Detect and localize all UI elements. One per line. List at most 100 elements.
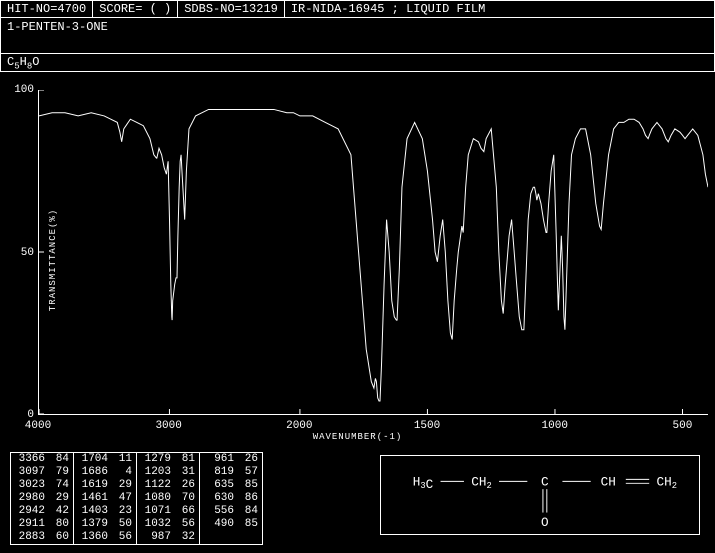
peak-wavenumber: 987	[137, 531, 175, 544]
peak-transmittance: 60	[49, 531, 73, 544]
peak-transmittance: 86	[238, 492, 262, 505]
peak-wavenumber: 3023	[11, 479, 49, 492]
peak-row: 63585	[200, 479, 262, 492]
peak-wavenumber: 1279	[137, 453, 175, 466]
x-tick: 500	[673, 420, 693, 432]
peak-transmittance: 26	[175, 479, 199, 492]
peak-transmittance: 81	[175, 453, 199, 466]
svg-text:CH2: CH2	[471, 474, 491, 491]
peak-transmittance: 56	[175, 518, 199, 531]
peak-row: 136056	[74, 531, 136, 544]
peak-transmittance: 31	[175, 466, 199, 479]
peak-transmittance: 42	[49, 505, 73, 518]
peak-wavenumber: 3366	[11, 453, 49, 466]
peak-wavenumber: 1619	[74, 479, 112, 492]
peak-transmittance: 4	[112, 466, 136, 479]
peak-transmittance: 70	[175, 492, 199, 505]
formula: C5H8O	[0, 54, 715, 72]
peak-table: 3366843097793023742980292942422911802883…	[10, 452, 263, 545]
ir-spectrum-chart: TRANSMITTANCE(%) 050100 4000300020001500…	[0, 80, 715, 440]
peak-row: 127981	[137, 453, 199, 466]
y-tick: 100	[10, 84, 34, 96]
x-tick: 3000	[155, 420, 181, 432]
svg-text:H3C: H3C	[413, 474, 434, 492]
peak-transmittance: 84	[49, 453, 73, 466]
peak-row: 170411	[74, 453, 136, 466]
peak-transmittance: 23	[112, 505, 136, 518]
peak-transmittance: 50	[112, 518, 136, 531]
peak-row: 98732	[137, 531, 199, 544]
peak-transmittance: 84	[238, 505, 262, 518]
peak-wavenumber: 1122	[137, 479, 175, 492]
peak-row: 16864	[74, 466, 136, 479]
peak-row: 112226	[137, 479, 199, 492]
peak-row: 55684	[200, 505, 262, 518]
peak-row: 63086	[200, 492, 262, 505]
svg-text:CH: CH	[601, 474, 616, 489]
peak-wavenumber: 1704	[74, 453, 112, 466]
peak-transmittance: 32	[175, 531, 199, 544]
peak-row: 108070	[137, 492, 199, 505]
hit-no-cell: HIT-NO=4700	[1, 1, 93, 17]
x-tick: 1500	[414, 420, 440, 432]
x-tick: 1000	[542, 420, 568, 432]
peak-wavenumber: 2980	[11, 492, 49, 505]
peak-wavenumber: 2883	[11, 531, 49, 544]
peak-row: 302374	[11, 479, 73, 492]
x-axis-label: WAVENUMBER(-1)	[313, 432, 403, 442]
peak-transmittance: 56	[112, 531, 136, 544]
peak-column: 1279811203311122261080701071661032569873…	[137, 453, 200, 544]
peak-wavenumber: 490	[200, 518, 238, 531]
peak-wavenumber: 1686	[74, 466, 112, 479]
peak-transmittance: 29	[49, 492, 73, 505]
plot-area	[38, 90, 708, 415]
peak-wavenumber: 556	[200, 505, 238, 518]
peak-row: 161929	[74, 479, 136, 492]
peak-row: 291180	[11, 518, 73, 531]
peak-wavenumber: 1360	[74, 531, 112, 544]
peak-column: 961268195763585630865568449085	[200, 453, 262, 544]
peak-wavenumber: 2911	[11, 518, 49, 531]
peak-wavenumber: 819	[200, 466, 238, 479]
peak-wavenumber: 1461	[74, 492, 112, 505]
peak-wavenumber: 1203	[137, 466, 175, 479]
peak-wavenumber: 630	[200, 492, 238, 505]
peak-row: 309779	[11, 466, 73, 479]
peak-wavenumber: 635	[200, 479, 238, 492]
peak-transmittance: 11	[112, 453, 136, 466]
peak-row: 96126	[200, 453, 262, 466]
peak-wavenumber: 3097	[11, 466, 49, 479]
peak-row: 140323	[74, 505, 136, 518]
peak-transmittance: 85	[238, 518, 262, 531]
peak-row: 294242	[11, 505, 73, 518]
peak-transmittance: 80	[49, 518, 73, 531]
molecular-structure: H3CCH2CCHCH2O	[380, 455, 700, 535]
peak-column: 1704111686416192914614714032313795013605…	[74, 453, 137, 544]
score-cell: SCORE= ( )	[93, 1, 178, 17]
bottom-panel: 3366843097793023742980292942422911802883…	[10, 452, 263, 545]
peak-row: 49085	[200, 518, 262, 531]
compound-name: 1-PENTEN-3-ONE	[0, 18, 715, 54]
peak-row: 288360	[11, 531, 73, 544]
peak-row: 81957	[200, 466, 262, 479]
peak-transmittance: 79	[49, 466, 73, 479]
peak-row: 137950	[74, 518, 136, 531]
peak-row: 107166	[137, 505, 199, 518]
peak-transmittance: 74	[49, 479, 73, 492]
peak-wavenumber: 1379	[74, 518, 112, 531]
sdbs-no-cell: SDBS-NO=13219	[178, 1, 285, 17]
peak-transmittance: 85	[238, 479, 262, 492]
source-cell: IR-NIDA-16945 ; LIQUID FILM	[285, 1, 714, 17]
peak-row: 103256	[137, 518, 199, 531]
peak-wavenumber: 2942	[11, 505, 49, 518]
header-row: HIT-NO=4700 SCORE= ( ) SDBS-NO=13219 IR-…	[0, 0, 715, 18]
y-tick: 50	[10, 247, 34, 259]
peak-transmittance: 57	[238, 466, 262, 479]
peak-row: 146147	[74, 492, 136, 505]
peak-transmittance: 29	[112, 479, 136, 492]
x-tick: 4000	[25, 420, 51, 432]
peak-transmittance: 26	[238, 453, 262, 466]
peak-wavenumber: 1071	[137, 505, 175, 518]
peak-row: 336684	[11, 453, 73, 466]
peak-transmittance: 66	[175, 505, 199, 518]
